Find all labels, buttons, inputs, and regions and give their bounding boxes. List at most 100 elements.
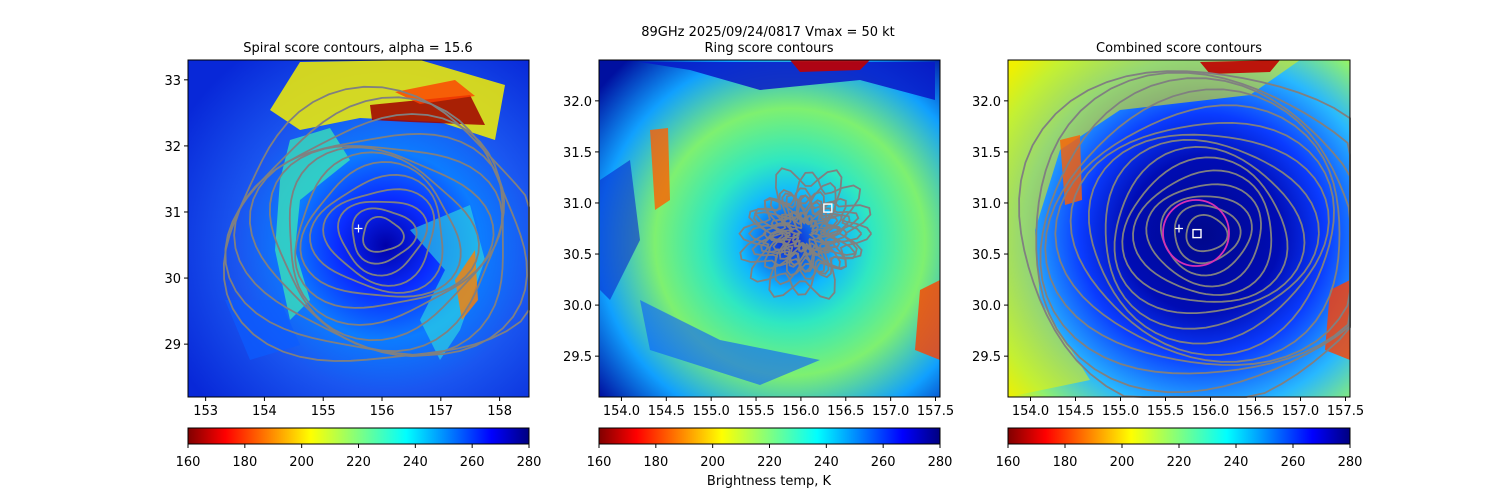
- panel-spiral-contour-line: [294, 151, 480, 309]
- panel-combined-contour-line: [1113, 145, 1306, 314]
- colorbar-3-tick-label: 280: [1338, 455, 1363, 470]
- panel-combined-markers: [1175, 224, 1202, 239]
- panel-ring-xtick-label: 154.0: [603, 404, 640, 419]
- panel-ring-frame: [598, 59, 941, 398]
- colorbar-3: 160 180 200 220 240 260 280: [996, 427, 1363, 470]
- panel-ring-xtick-label: 155.5: [737, 404, 774, 419]
- panel-spiral-frame: [187, 59, 530, 398]
- colorbar-3-tick-label: 240: [1224, 455, 1249, 470]
- colorbar-2-tick-label: 240: [814, 455, 839, 470]
- panel-ring-xtick-label: 154.5: [648, 404, 685, 419]
- panel-combined-xtick-label: 154.5: [1057, 404, 1094, 419]
- panel-ring-ytick-label: 29.5: [563, 350, 592, 365]
- panel-ring-ytick-label: 31.0: [563, 197, 592, 212]
- panel-ring-contours: [738, 167, 873, 300]
- panel-combined-square-marker: [1192, 228, 1202, 239]
- panel-combined-contour-line: [1044, 88, 1351, 366]
- panel-combined-xtick-label: 155.0: [1102, 404, 1139, 419]
- panel-ring-yticks: 29.5 30.0 30.5 31.0 31.5 32.0: [563, 95, 599, 365]
- panel-ring-xtick-label: 155.0: [693, 404, 730, 419]
- panel-spiral-markers: [354, 224, 363, 233]
- panel-ring-contour-line: [747, 171, 863, 296]
- panel-combined-contour-line: [1173, 204, 1242, 265]
- panel-combined-xtick-label: 154.0: [1012, 404, 1049, 419]
- panel-combined-contour-line: [1069, 121, 1335, 356]
- panel-ring-contour-line: [738, 194, 873, 274]
- panel-spiral-contour-line: [248, 132, 506, 353]
- panel-combined-title: Combined score contours: [1096, 41, 1262, 56]
- panel-combined-xtick-label: 156.0: [1192, 404, 1229, 419]
- panel-spiral-xtick-label: 153: [193, 404, 218, 419]
- panel-spiral-yticks: 29 30 31 32 33: [164, 74, 188, 353]
- panel-combined-ytick-label: 31.0: [972, 197, 1001, 212]
- panel-ring-xtick-label: 157.5: [917, 404, 954, 419]
- panel-combined-contour-line: [1039, 77, 1351, 375]
- panel-combined-contour-line: [1087, 133, 1330, 345]
- panel-spiral-xticks: 153 154 155 156 157 158: [193, 397, 512, 419]
- panel-spiral-contour-line: [268, 145, 504, 342]
- colorbar-3-tick-label: 220: [1167, 455, 1192, 470]
- panel-spiral-contour-line: [322, 188, 436, 287]
- panel-spiral-contour-line: [309, 173, 444, 294]
- panel-spiral-contour-line: [288, 146, 495, 326]
- panel-combined-contour-line: [1018, 70, 1351, 398]
- colorbar-2-tick-label: 160: [587, 455, 612, 470]
- panel-combined-yticks: 29.5 30.0 30.5 31.0 31.5 32.0: [972, 95, 1008, 365]
- panel-combined-contour-line: [1121, 156, 1289, 303]
- panel-spiral-xtick-label: 154: [252, 404, 277, 419]
- panel-spiral-contour-line: [351, 207, 418, 265]
- colorbar-1-tick-label: 160: [176, 455, 201, 470]
- panel-combined-contour-line: [1160, 195, 1253, 277]
- colorbar-3-tick-label: 200: [1110, 455, 1135, 470]
- panel-spiral-contour-line: [299, 161, 462, 298]
- colorbar-1-tick-label: 280: [517, 455, 542, 470]
- colorbar-3-bar: [1007, 427, 1351, 445]
- panel-spiral-xtick-label: 157: [428, 404, 453, 419]
- panel-spiral-ytick-label: 33: [164, 74, 181, 89]
- panel-combined-xtick-label: 156.5: [1237, 404, 1274, 419]
- colorbar-1: 160 180 200 220 240 260 280: [176, 427, 542, 470]
- panel-combined-contour-line: [1104, 138, 1320, 330]
- panel-ring-contour-line: [783, 211, 828, 256]
- panel-spiral-contour-line: [222, 85, 530, 362]
- colorbar-1-bar: [187, 427, 530, 445]
- panel-combined-ytick-label: 30.0: [972, 299, 1001, 314]
- panel-combined-xticks: 154.0 154.5 155.0 155.5 156.0 156.5 157.0 157.5: [1012, 397, 1364, 419]
- panel-combined-xtick-label: 157.5: [1327, 404, 1364, 419]
- panel-ring: Ring score contours 154.0 154.5 155.0 155.5…: [563, 41, 954, 419]
- panel-ring-ytick-label: 32.0: [563, 95, 592, 110]
- panel-combined-contour-line: [1035, 71, 1351, 394]
- colorbar-2-tick-label: 260: [871, 455, 896, 470]
- figure-suptitle: 89GHz 2025/09/24/0817 Vmax = 50 kt: [641, 25, 895, 40]
- panel-combined-plus-marker: [1175, 224, 1183, 233]
- panel-spiral-contours: [222, 85, 530, 362]
- colorbar-1-tick-label: 180: [232, 455, 257, 470]
- colorbar-2: 160 180 200 220 240 260 280: [587, 427, 953, 470]
- panel-ring-ytick-label: 31.5: [563, 146, 592, 161]
- colorbar-label: Brightness temp, K: [707, 474, 832, 489]
- colorbar-2-tick-label: 280: [928, 455, 953, 470]
- colorbar-2-bar: [598, 427, 941, 445]
- panel-ring-xticks: 154.0 154.5 155.0 155.5 156.0 156.5 157.0 157.5: [603, 397, 954, 419]
- panel-spiral-ytick-label: 29: [164, 338, 181, 353]
- panel-combined-contour-line: [1185, 213, 1229, 253]
- panel-spiral-ytick-label: 30: [164, 272, 181, 287]
- colorbar-2-tick-label: 180: [643, 455, 668, 470]
- panel-combined-ytick-label: 31.5: [972, 146, 1001, 161]
- panel-ring-xtick-label: 156.5: [827, 404, 864, 419]
- panel-ring-ytick-label: 30.0: [563, 299, 592, 314]
- panel-combined-ytick-label: 30.5: [972, 248, 1001, 263]
- colorbar-1-ticks: 160 180 200 220 240 260 280: [176, 444, 542, 470]
- colorbar-2-ticks: 160 180 200 220 240 260 280: [587, 444, 953, 470]
- panel-ring-markers: [823, 203, 833, 213]
- panel-combined-contour-line: [1054, 104, 1341, 363]
- panel-spiral: Spiral score contours, alpha = 15.6 153 1…: [164, 41, 530, 419]
- panel-ring-title: Ring score contours: [704, 41, 833, 56]
- colorbar-1-tick-label: 200: [289, 455, 314, 470]
- panel-combined-contour-line: [1145, 183, 1262, 288]
- panel-ring-xtick-label: 157.0: [872, 404, 909, 419]
- panel-spiral-title: Spiral score contours, alpha = 15.6: [243, 41, 472, 56]
- panel-combined-ytick-label: 32.0: [972, 95, 1001, 110]
- panel-spiral-xtick-label: 158: [487, 404, 512, 419]
